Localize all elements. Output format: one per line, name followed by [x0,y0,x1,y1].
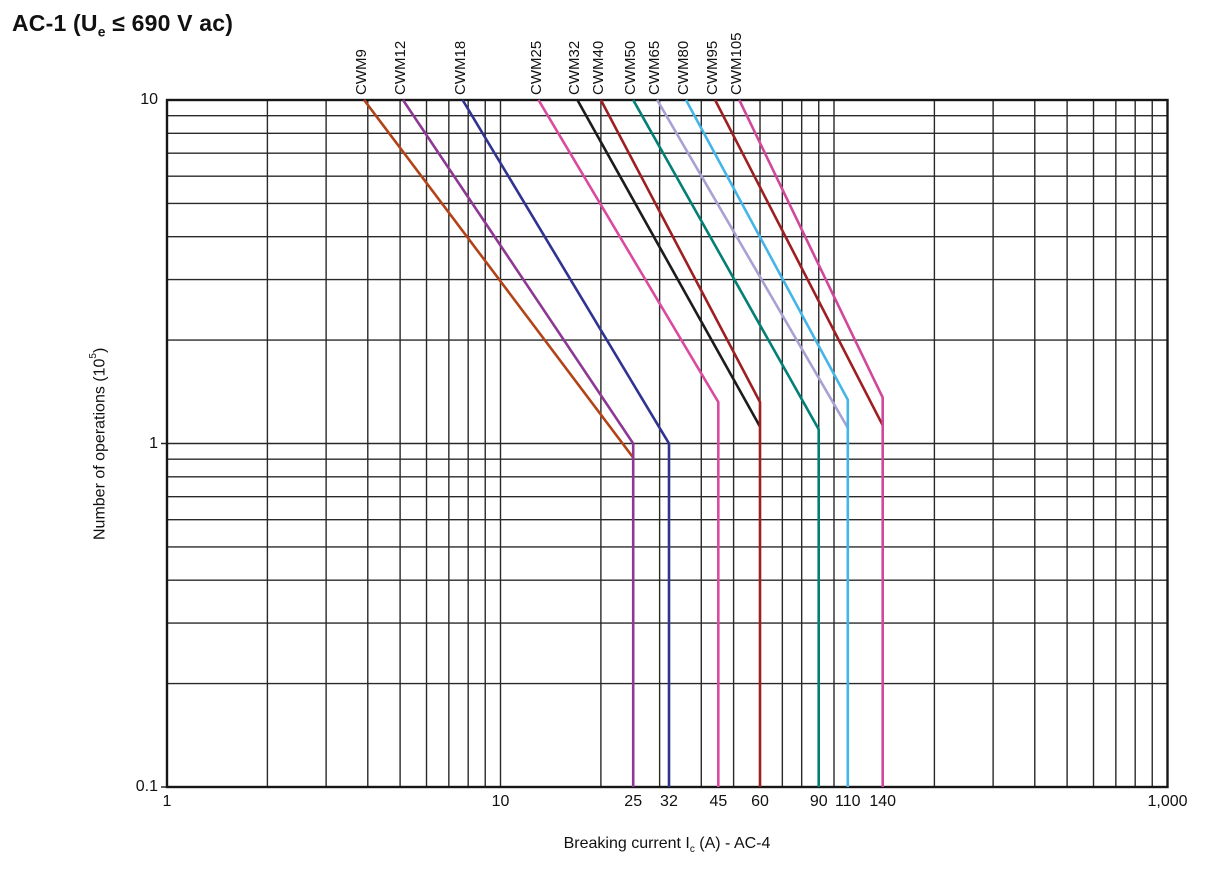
curve-CWM40 [599,99,762,787]
y-tick-label-0.1: 0.1 [135,778,158,795]
x-tick-label-10: 10 [491,793,510,810]
x-axis-title-suffix: (A) - AC-4 [694,835,771,852]
x-tick-label-1: 1 [162,793,172,810]
curve-label-CWM18: CWM18 [451,40,469,95]
x-tick-label-25: 25 [624,793,643,810]
x-axis-title-subscript: c [689,844,695,856]
y-axis-title-suffix: ) [91,347,109,353]
y-tick-label-10: 10 [140,91,158,108]
curve-CWM32 [576,99,762,428]
x-axis-title-prefix: Breaking current I [563,835,690,852]
x-tick-label-110: 110 [835,793,861,810]
curve-CWM18 [461,99,671,787]
chart-title-suffix: ≤ 690 V ac) [105,10,234,36]
curve-label-CWM80: CWM80 [675,40,693,95]
x-tick-label-90: 90 [809,793,828,810]
curve-CWM50 [632,99,821,787]
chart-title-subscript: e [97,24,106,40]
y-axis-title-prefix: Number of operations (10 [91,358,109,540]
x-tick-label-45: 45 [709,793,728,810]
x-tick-label-1000: 1,000 [1147,793,1188,810]
curve-label-CWM32: CWM32 [566,40,584,95]
y-axis-title-superscript: 5 [88,352,99,359]
curve-label-CWM105: CWM105 [728,32,746,95]
x-tick-label-140: 140 [869,793,897,810]
curve-label-CWM65: CWM65 [646,40,664,95]
curve-CWM25 [537,99,720,787]
curve-label-CWM12: CWM12 [391,40,409,95]
plot-border [165,98,1169,789]
curve-label-CWM40: CWM40 [589,40,607,95]
curve-label-CWM50: CWM50 [622,40,640,95]
x-tick-label-32: 32 [660,793,678,810]
curve-label-CWM9: CWM9 [353,49,371,95]
curve-CWM12 [401,99,635,787]
curve-CWM9 [363,99,635,459]
curve-CWM105 [738,99,885,787]
x-axis-title: Breaking current Ic (A) - AC-4 [417,835,917,855]
curve-label-CWM25: CWM25 [527,40,545,95]
curve-CWM65 [656,99,849,429]
x-tick-label-60: 60 [751,793,769,810]
y-axis-title: Number of operations (105) [88,333,110,554]
y-tick-label-1: 1 [149,434,158,452]
chart-title: AC-1 (Ue ≤ 690 V ac) [12,10,233,40]
curve-CWM80 [684,99,850,787]
chart-title-prefix: AC-1 (U [12,10,98,36]
curve-label-CWM95: CWM95 [704,40,722,95]
curve-CWM95 [713,99,884,426]
